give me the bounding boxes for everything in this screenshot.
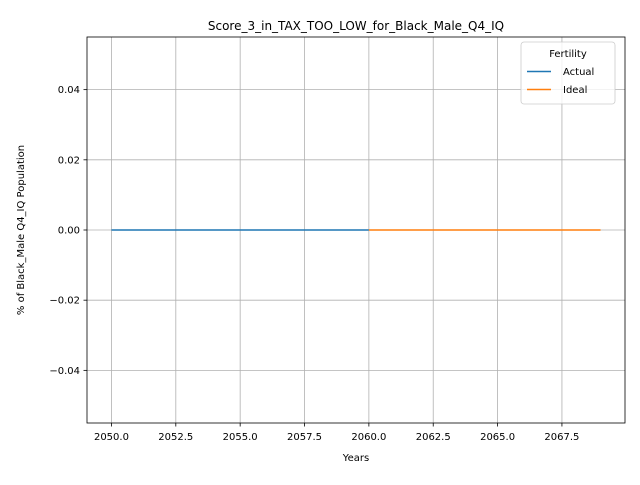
x-tick-label: 2065.0 [480, 432, 515, 443]
y-tick-label: −0.04 [49, 366, 80, 377]
x-tick-label: 2052.5 [158, 432, 193, 443]
legend-box [520, 41, 616, 105]
legend: Fertility Actual Ideal [520, 41, 616, 105]
chart-title: Score_3_in_TAX_TOO_LOW_for_Black_Male_Q4… [208, 19, 504, 33]
y-tick-label: 0.02 [58, 155, 80, 166]
x-tick-label: 2055.0 [223, 432, 258, 443]
legend-label-ideal: Ideal [563, 85, 587, 96]
x-tick-label: 2057.5 [287, 432, 322, 443]
x-tick-label: 2060.0 [351, 432, 386, 443]
x-tick-label: 2050.0 [94, 432, 129, 443]
x-tick-label: 2062.5 [416, 432, 451, 443]
legend-label-actual: Actual [563, 67, 594, 78]
y-tick-label: 0.00 [58, 226, 80, 237]
x-axis-label: Years [342, 453, 369, 464]
y-tick-label: 0.04 [58, 85, 80, 96]
y-axis-label: % of Black_Male Q4_IQ Population [16, 145, 27, 315]
x-tick-label: 2067.5 [544, 432, 579, 443]
legend-title: Fertility [549, 49, 587, 60]
axis-ticks: 2050.0 2052.5 2055.0 2057.5 2060.0 2062.5 2065… [49, 85, 579, 443]
y-tick-label: −0.02 [49, 296, 80, 307]
